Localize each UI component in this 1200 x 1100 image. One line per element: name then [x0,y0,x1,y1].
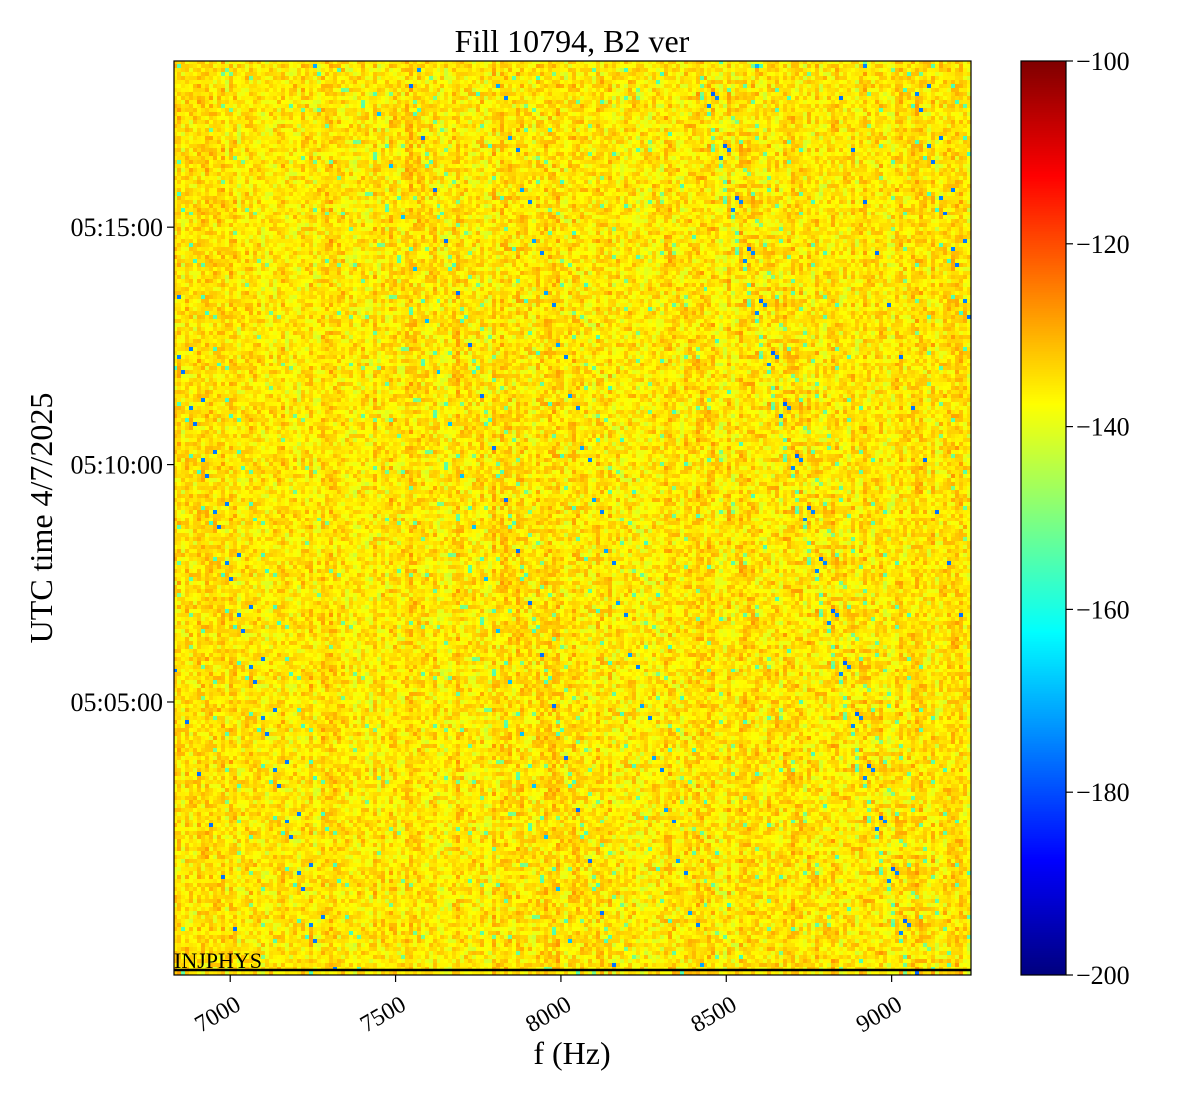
plot-frame [173,60,972,976]
chart-title: Fill 10794, B2 ver [455,23,690,59]
x-tick-label: 9000 [852,992,907,1039]
colorbar-tick-label: −140 [1076,413,1130,442]
y-tick-label: 05:15:00 [71,213,163,242]
colorbar-tick-label: −160 [1076,595,1130,624]
injphys-annotation: INJPHYS [174,948,262,973]
x-tick-label: 8500 [687,992,742,1039]
colorbar-tick-label: −100 [1076,47,1130,76]
colorbar-ticks: −200 −180 −160 −140 −120 −100 [1066,47,1130,990]
x-axis-ticks: 7000 7500 8000 8500 9000 [191,975,907,1038]
x-tick-label: 7000 [191,992,246,1039]
x-tick-label: 8000 [521,992,576,1039]
colorbar-tick-label: −180 [1076,778,1130,807]
colorbar-gradient [1021,61,1066,975]
x-axis-label: f (Hz) [533,1035,610,1071]
y-axis-label: UTC time 4/7/2025 [23,393,59,644]
y-tick-label: 05:10:00 [71,451,163,480]
colorbar-frame [1020,60,1067,976]
x-tick-label: 7500 [356,992,411,1039]
y-tick-label: 05:05:00 [71,688,163,717]
colorbar-tick-label: −120 [1076,230,1130,259]
colorbar-tick-label: −200 [1076,961,1130,990]
spectrogram-heatmap [174,61,971,975]
y-axis-ticks: 05:05:00 05:10:00 05:15:00 [71,213,174,717]
